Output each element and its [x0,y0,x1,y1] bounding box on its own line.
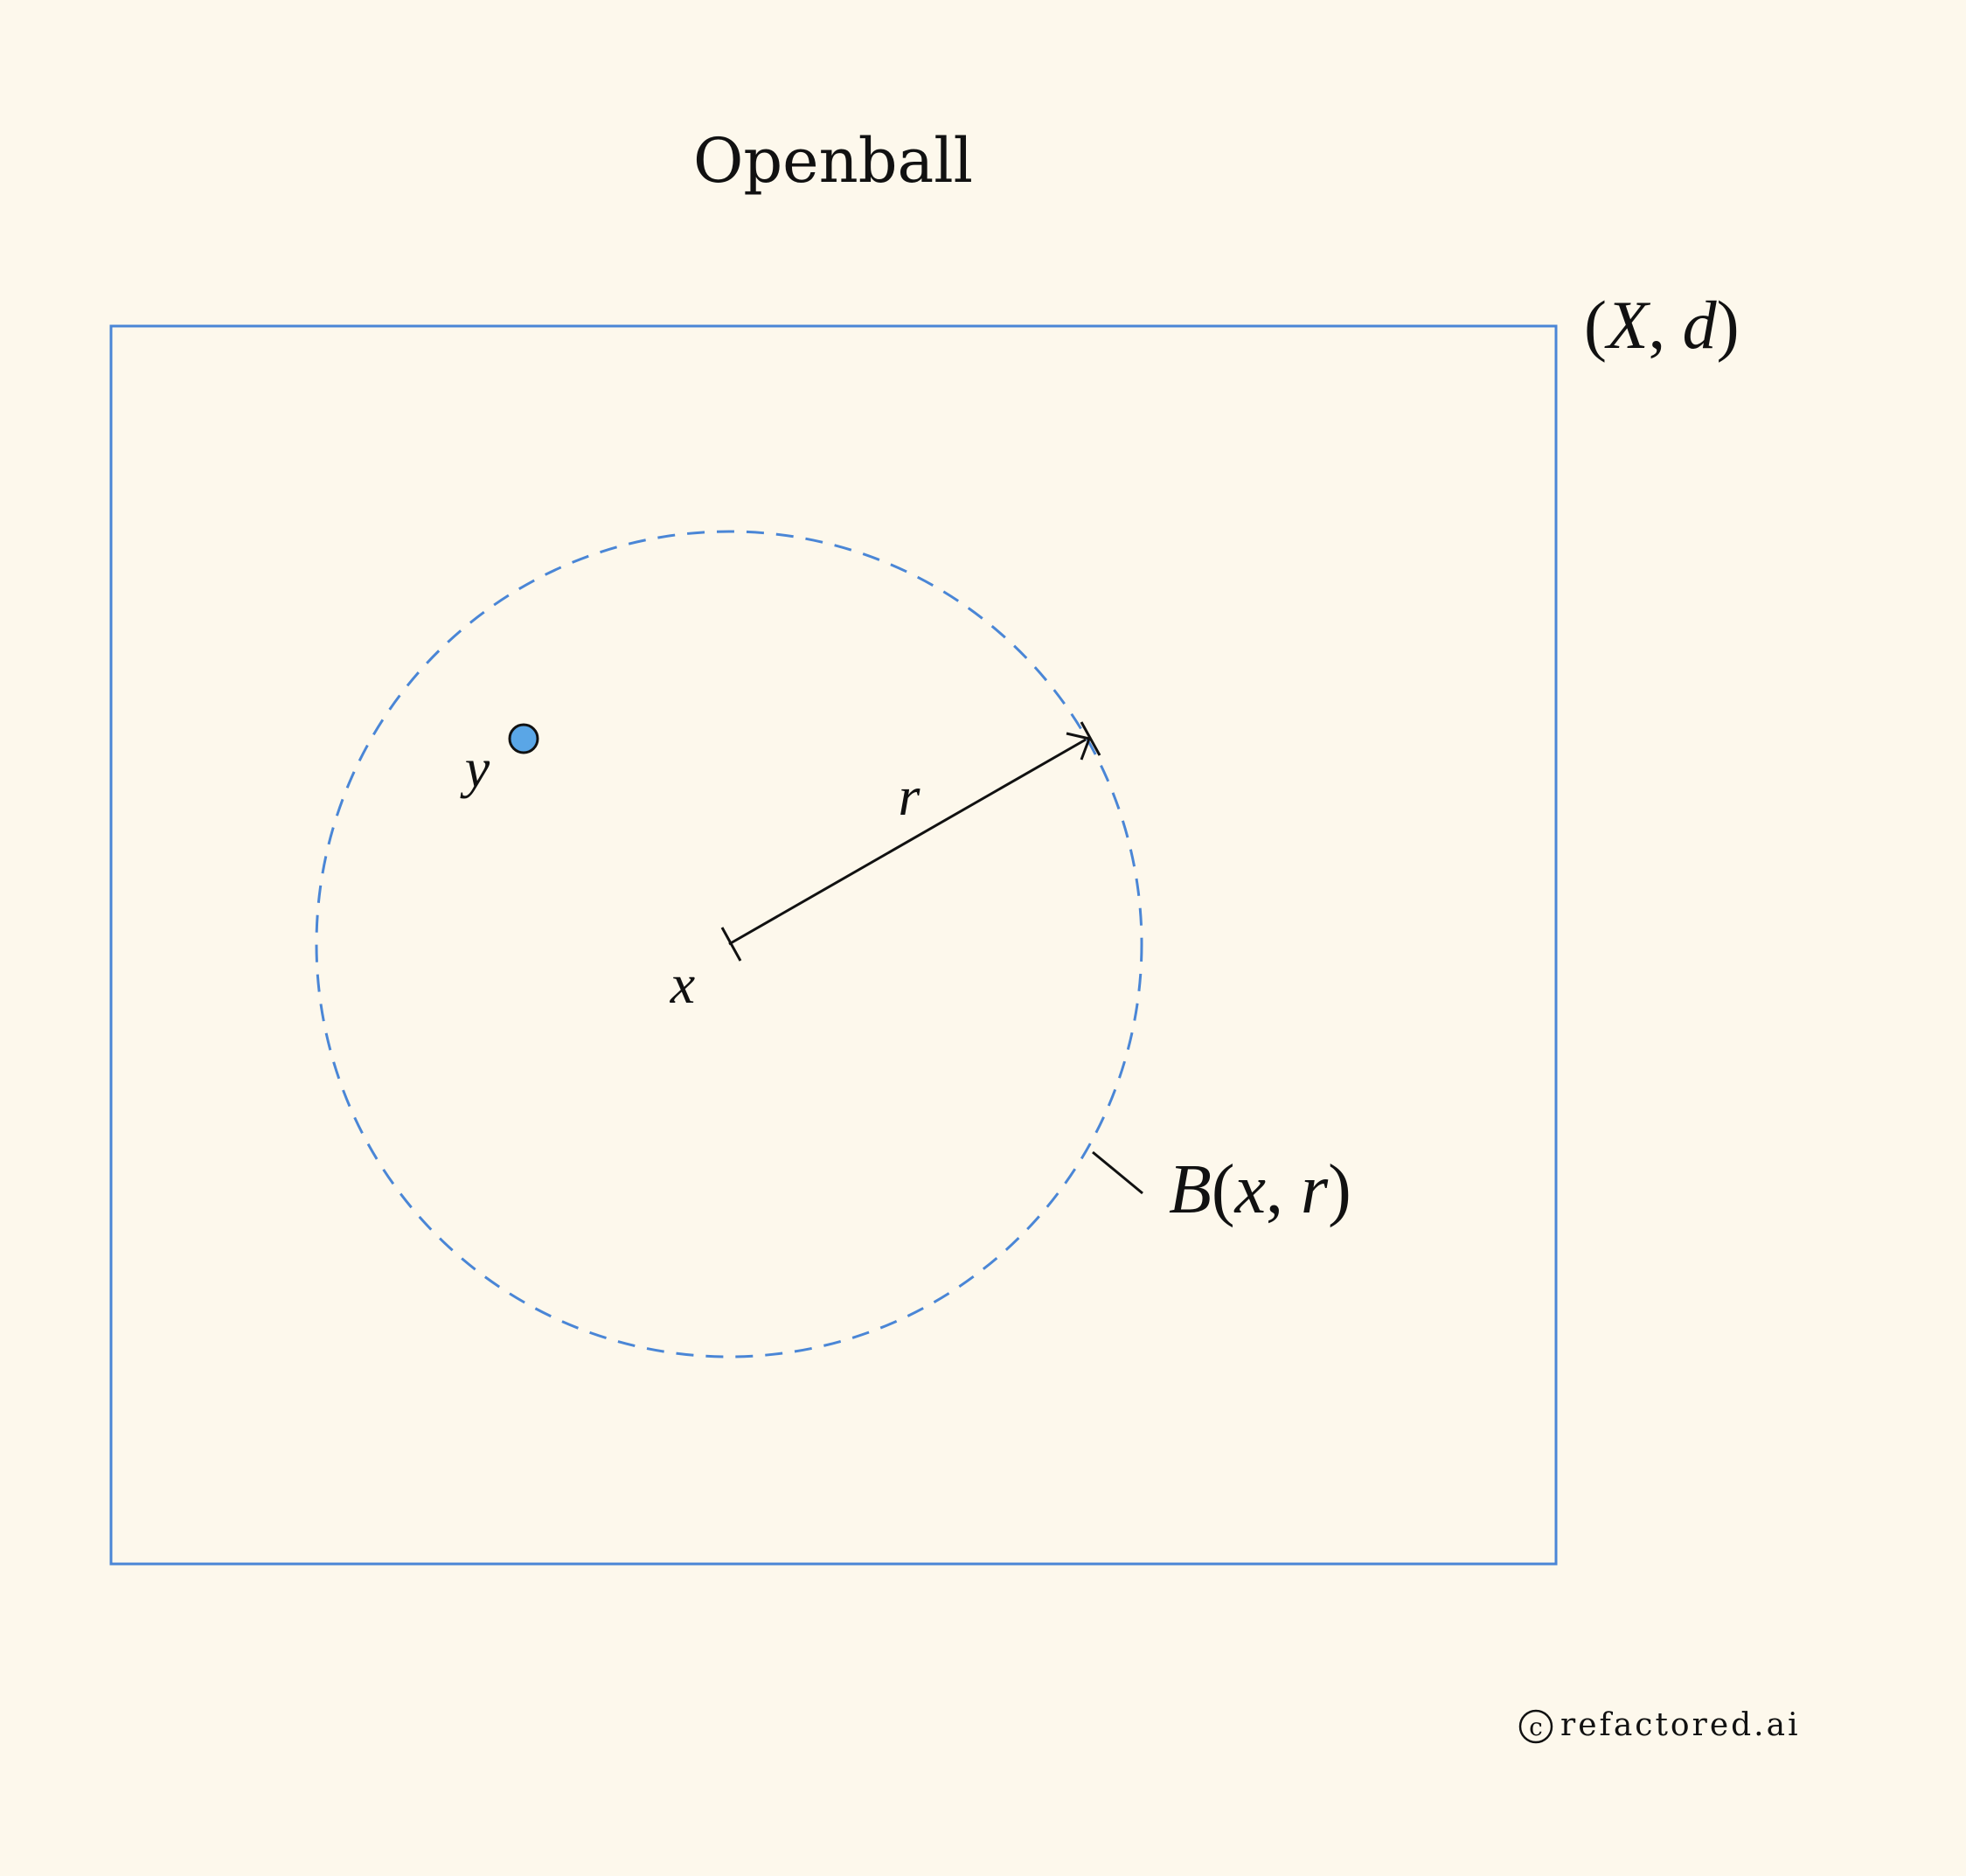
open-ball-boundary [315,530,1143,1358]
space-close-paren: ) [1717,287,1740,363]
diagram-title: Openball [693,125,973,197]
metric-space-label: (X, d) [1584,287,1740,363]
ball-label: B(x, r) [1169,1151,1351,1228]
radius-label: r [899,765,921,827]
ball-comma: , [1266,1151,1301,1228]
space-set-symbol: X [1604,287,1651,363]
watermark-text: refactored.ai [1560,1707,1801,1743]
center-label: x [670,953,695,1015]
ball-label-leader [1092,1150,1143,1195]
space-metric-symbol: d [1683,287,1718,363]
copyright-icon [1518,1709,1553,1744]
space-comma: , [1649,287,1683,363]
radius-arrow-head [1066,732,1091,761]
ball-close-paren: ) [1328,1151,1351,1228]
space-open-paren: ( [1584,287,1607,363]
copyright-symbol: c [1529,1713,1543,1741]
radius-arrow-shaft [728,738,1087,946]
ball-radius-symbol: r [1301,1151,1329,1228]
radius-arrow-tail-bar [720,927,742,962]
metric-space-boundary [109,324,1558,1566]
point-y-label: y [460,737,490,799]
point-y-marker [508,723,539,754]
watermark: c refactored.ai [1518,1707,1801,1744]
ball-open-paren: ( [1212,1151,1235,1228]
ball-center-symbol: x [1234,1151,1267,1228]
ball-name: B [1169,1151,1212,1228]
radius-arrow-end-bar [1080,721,1101,756]
